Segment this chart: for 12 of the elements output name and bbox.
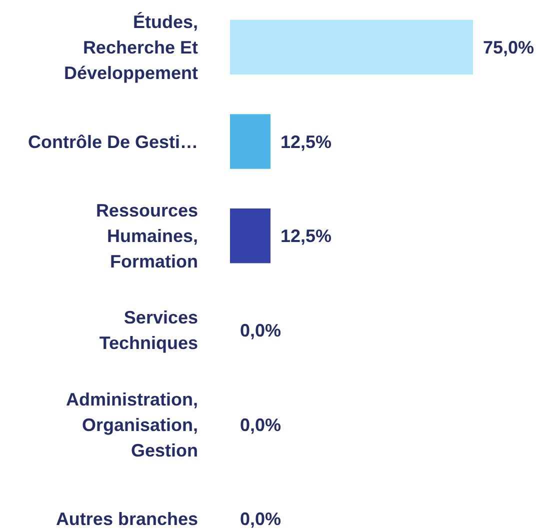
y-tick-label: Contrôle De Gesti… [28, 132, 198, 152]
y-tick-label: Ressources Humaines, Formation [96, 200, 198, 272]
data-label: 75,0% [483, 37, 534, 58]
y-tick-label: Services Techniques [99, 308, 198, 354]
data-label: 0,0% [240, 320, 282, 340]
data-label: 12,5% [280, 226, 332, 246]
y-tick-label: Autres branches [56, 509, 198, 529]
y-tick-label: Administration, Organisation, Gestion [66, 389, 198, 460]
data-label: 0,0% [240, 509, 282, 529]
data-label: 0,0% [240, 414, 282, 435]
data-label: 12,5% [280, 132, 332, 152]
y-tick-label: Études, Recherche Et Développement [64, 12, 198, 83]
